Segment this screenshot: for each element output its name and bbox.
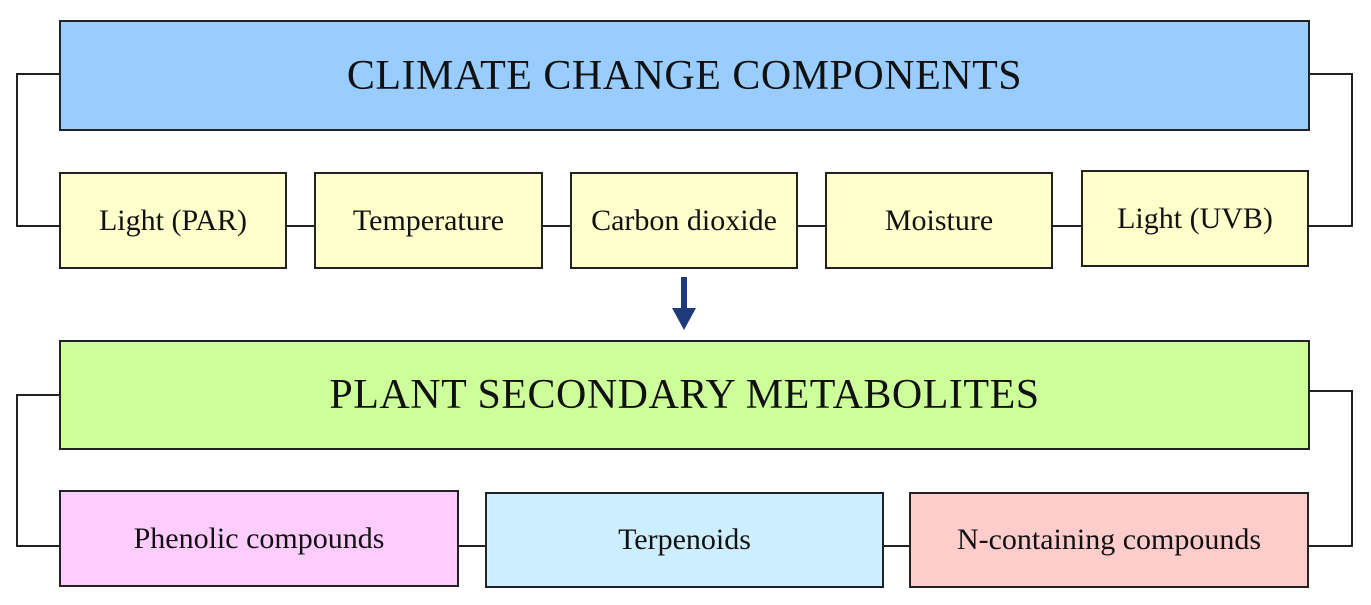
climate-item-light-par: Light (PAR) [59, 172, 287, 269]
metabolites-left-bracket [16, 394, 59, 547]
climate-item-temperature: Temperature [314, 172, 543, 269]
metabolite-item-n-containing: N-containing compounds [909, 492, 1309, 588]
metabolite-item-label: Phenolic compounds [133, 521, 385, 555]
climate-item-moisture: Moisture [825, 172, 1053, 269]
metabolite-item-label: N-containing compounds [956, 523, 1262, 556]
metabolite-item-phenolic: Phenolic compounds [59, 490, 459, 587]
metabolites-header-title: PLANT SECONDARY METABOLITES [329, 372, 1040, 418]
climate-item-label: Carbon dioxide [591, 203, 777, 237]
climate-item-label: Temperature [352, 203, 505, 237]
down-arrow-head [672, 308, 696, 330]
climate-item-label: Light (UVB) [1117, 201, 1273, 235]
climate-item-label: Moisture [884, 203, 994, 237]
climate-item-light-uvb: Light (UVB) [1081, 170, 1309, 267]
climate-right-bracket [1309, 73, 1353, 227]
metabolites-right-bracket [1309, 390, 1353, 547]
metabolites-header-box: PLANT SECONDARY METABOLITES [59, 340, 1310, 450]
metabolite-item-label: Terpenoids [618, 523, 751, 556]
climate-item-carbon-dioxide: Carbon dioxide [570, 172, 798, 269]
climate-left-bracket [16, 73, 59, 227]
climate-header-box: CLIMATE CHANGE COMPONENTS [59, 20, 1310, 131]
climate-header-title: CLIMATE CHANGE COMPONENTS [346, 52, 1023, 99]
climate-item-label: Light (PAR) [98, 203, 248, 237]
metabolite-item-terpenoids: Terpenoids [485, 492, 884, 588]
